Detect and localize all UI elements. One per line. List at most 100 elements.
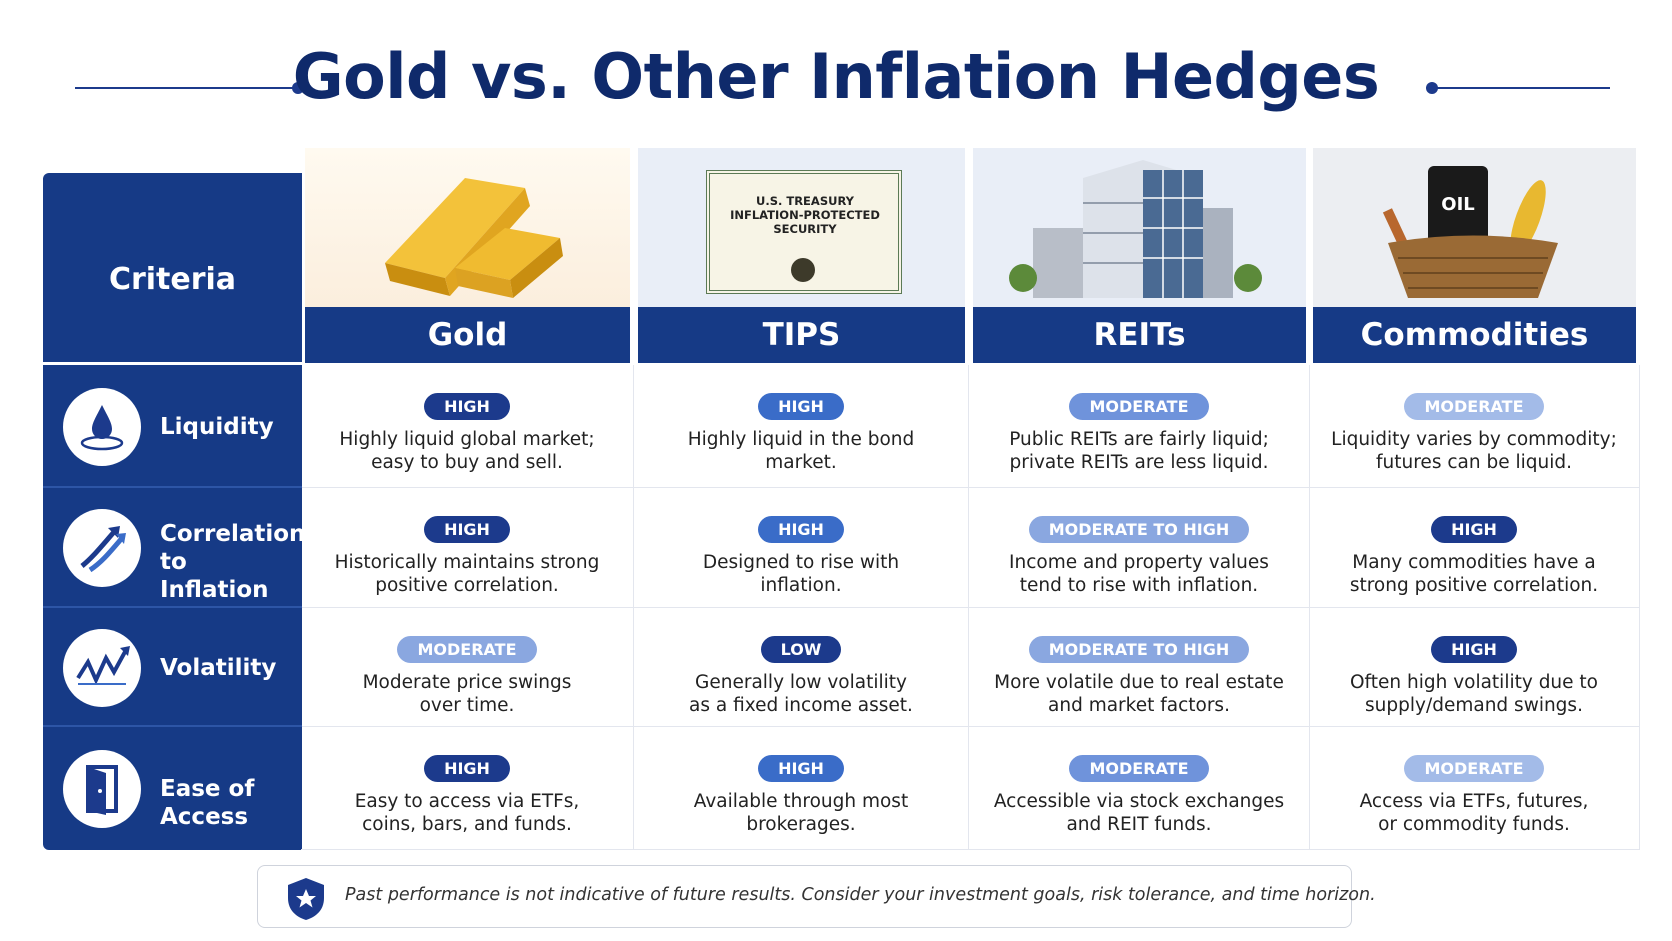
title-dot — [292, 82, 304, 94]
rating-badge: HIGH — [758, 516, 844, 543]
table-cell: HIGH Designed to rise with inflation. — [634, 488, 969, 608]
row-separator — [43, 486, 302, 488]
column-header: REITs — [973, 307, 1306, 363]
icon-glyph — [63, 387, 141, 466]
cell-text: Generally low volatility — [695, 672, 907, 693]
cell-text: or commodity funds. — [1378, 814, 1570, 835]
cell-text: and REIT funds. — [1066, 814, 1212, 835]
seal — [791, 258, 815, 282]
rating-badge: MODERATE TO HIGH — [1028, 516, 1250, 543]
rating-badge: MODERATE TO HIGH — [1028, 636, 1250, 663]
icon-glyph — [63, 628, 141, 707]
building-illustration — [1009, 160, 1262, 298]
cell-text: Available through most — [693, 791, 909, 812]
gold-illustration — [385, 178, 563, 298]
table-cell: HIGH Many commodities have a strong positi… — [1309, 488, 1640, 608]
table-cell: MODERATE Liquidity varies by commodity; fu… — [1309, 365, 1640, 488]
cell-text: market. — [765, 452, 837, 473]
criterion-label: Ease of Access — [160, 775, 300, 831]
certificate-line: INFLATION-PROTECTED — [730, 208, 880, 222]
shield-icon — [288, 878, 324, 920]
spacer — [1309, 543, 1639, 551]
rating-badge: HIGH — [1431, 516, 1517, 543]
criteria-column — [43, 173, 302, 850]
cell-text: strong positive correlation. — [1349, 575, 1599, 596]
cell-text: Historically maintains strong — [334, 552, 600, 573]
criterion-line: to Inflation — [160, 549, 269, 603]
table-cell: MODERATE Accessible via stock exchanges an… — [969, 727, 1310, 850]
table-cell: MODERATE TO HIGH Income and property valu… — [969, 488, 1310, 608]
rating-badge: MODERATE — [1404, 755, 1544, 782]
cell-text: Liquidity varies by commodity; — [1331, 429, 1617, 450]
cell-text: Many commodities have a — [1352, 552, 1596, 573]
criterion-label: Volatility — [160, 654, 300, 682]
icon-glyph — [63, 509, 141, 587]
cell-text: Moderate price swings — [362, 672, 572, 693]
spacer — [969, 663, 1309, 671]
criterion-icon — [62, 628, 142, 708]
tips-image: U.S. TREASURY INFLATION-PROTECTED SECURITY — [638, 148, 965, 308]
title-rule — [75, 87, 295, 89]
criterion-label: Correlation to Inflation — [160, 520, 306, 604]
title-rule — [1430, 87, 1610, 89]
spacer — [634, 663, 968, 671]
table-cell: HIGH Available through most brokerages. — [634, 727, 969, 850]
cell-text: as a fixed income asset. — [689, 695, 913, 716]
spacer — [969, 420, 1309, 428]
table-cell: HIGH Highly liquid in the bond market. — [634, 365, 969, 488]
icon-glyph — [63, 749, 141, 828]
criterion-line: Correlation — [160, 521, 306, 547]
spacer — [301, 543, 633, 551]
criterion-icon — [62, 387, 142, 467]
spacer — [301, 782, 633, 790]
cell-text: futures can be liquid. — [1376, 452, 1572, 473]
spacer — [1309, 782, 1639, 790]
cell-text: and market factors. — [1048, 695, 1230, 716]
table-cell: MODERATE Moderate price swings over time. — [301, 608, 634, 727]
rating-badge: HIGH — [1431, 636, 1517, 663]
column-header: Gold — [305, 307, 630, 363]
criterion-label: Liquidity — [160, 413, 300, 441]
reits-image — [973, 148, 1306, 308]
spacer — [1309, 663, 1639, 671]
table-cell: HIGH Often high volatility due to supply/d… — [1309, 608, 1640, 727]
spacer — [634, 420, 968, 428]
cell-text: easy to buy and sell. — [371, 452, 563, 473]
rating-badge: MODERATE — [1069, 755, 1209, 782]
cell-text: Often high volatility due to — [1349, 672, 1598, 693]
barrel-label: OIL — [1428, 194, 1488, 215]
rating-badge: MODERATE — [1069, 393, 1209, 420]
table-cell: MODERATE TO HIGH More volatile due to rea… — [969, 608, 1310, 727]
spacer — [1309, 420, 1639, 428]
title: Gold vs. Other Inflation Hedges — [292, 40, 1380, 113]
cell-text: positive correlation. — [375, 575, 559, 596]
row-separator — [43, 606, 302, 608]
column-header: Commodities — [1313, 307, 1636, 363]
cell-text: Income and property values — [1009, 552, 1269, 573]
spacer — [634, 782, 968, 790]
table-cell: HIGH Highly liquid global market; easy to … — [301, 365, 634, 488]
spacer — [969, 543, 1309, 551]
footer-text: Past performance is not indicative of fu… — [345, 885, 1376, 905]
table-cell: MODERATE Access via ETFs, futures, or comm… — [1309, 727, 1640, 850]
criterion-line: Volatility — [160, 654, 277, 681]
cell-text: supply/demand swings. — [1365, 695, 1583, 716]
row-separator — [43, 725, 302, 727]
rating-badge: MODERATE — [397, 636, 537, 663]
rating-badge: HIGH — [758, 755, 844, 782]
rating-badge: MODERATE — [1404, 393, 1544, 420]
certificate-text: U.S. TREASURY INFLATION-PROTECTED SECURITY — [710, 194, 900, 236]
spacer — [634, 543, 968, 551]
table-cell: LOW Generally low volatility as a fixed in… — [634, 608, 969, 727]
gold-image — [305, 148, 630, 308]
cell-text: coins, bars, and funds. — [362, 814, 572, 835]
cell-text: brokerages. — [746, 814, 856, 835]
table-cell: MODERATE Public REITs are fairly liquid; p… — [969, 365, 1310, 488]
rating-badge: HIGH — [424, 755, 510, 782]
cell-text: inflation. — [760, 575, 842, 596]
cell-text: Access via ETFs, futures, — [1359, 791, 1589, 812]
cell-text: Public REITs are fairly liquid; — [1009, 429, 1269, 450]
basket-illustration — [1382, 166, 1558, 298]
table-cell: HIGH Easy to access via ETFs, coins, bars,… — [301, 727, 634, 850]
spacer — [969, 782, 1309, 790]
